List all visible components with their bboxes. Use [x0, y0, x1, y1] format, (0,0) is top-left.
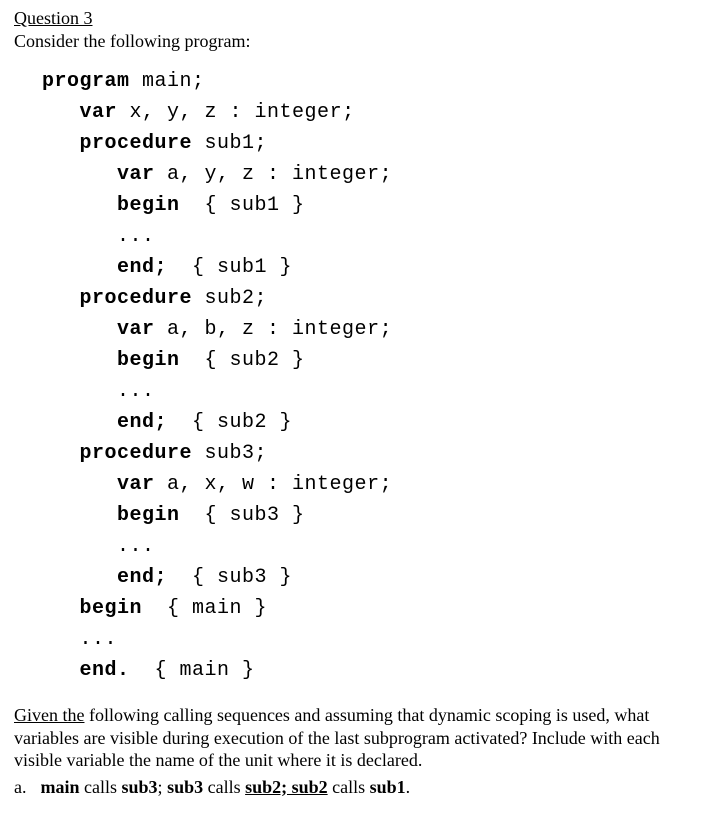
given-rest: following calling sequences and assuming…	[14, 705, 660, 770]
txt: ;	[158, 777, 168, 797]
kw-sub3b: sub3	[167, 777, 203, 797]
txt: .	[406, 777, 411, 797]
kw-sub1: sub1	[370, 777, 406, 797]
kw-sub3: sub3	[122, 777, 158, 797]
part-a: a. main calls sub3; sub3 calls sub2; sub…	[14, 776, 701, 799]
question-body: Given the following calling sequences an…	[14, 704, 701, 798]
question-title: Question 3	[14, 8, 701, 29]
code-block: program main; var x, y, z : integer; pro…	[42, 66, 701, 686]
kw-sub2-underline: sub2; sub2	[245, 777, 328, 797]
kw-main: main	[41, 777, 80, 797]
txt: calls	[80, 777, 122, 797]
txt: calls	[328, 777, 370, 797]
given-the-underline: Given the	[14, 705, 84, 725]
question-description: Consider the following program:	[14, 31, 701, 52]
part-a-label: a.	[14, 776, 36, 799]
txt: calls	[203, 777, 245, 797]
